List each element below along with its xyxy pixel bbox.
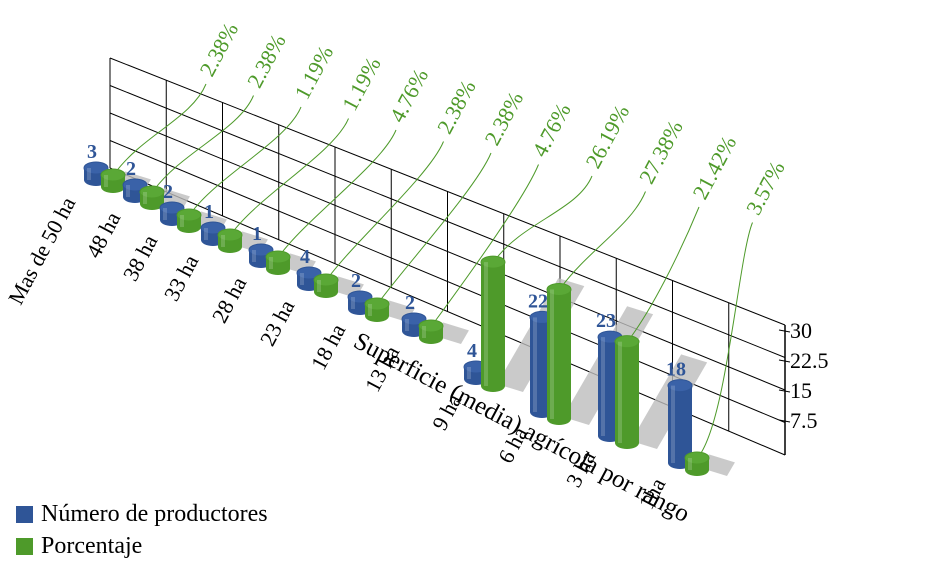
legend-swatch-green	[16, 537, 33, 555]
percent-label: 21.42%	[687, 132, 741, 204]
bar-porcentaje	[364, 297, 390, 322]
count-label: 3	[87, 141, 97, 163]
percent-leader	[153, 95, 254, 191]
legend-swatch-blue	[16, 505, 33, 523]
y-tick-mark	[778, 359, 791, 363]
count-label: 2	[405, 292, 415, 314]
bar-porcentaje	[684, 451, 710, 476]
count-label: 2	[163, 181, 173, 203]
percent-leader	[114, 83, 207, 174]
bar-porcentaje	[265, 250, 291, 275]
percent-leader	[560, 191, 646, 288]
bar-porcentaje	[418, 319, 444, 344]
category-label: 48 ha	[81, 207, 126, 262]
legend-label-productores: Número de productores	[41, 500, 268, 527]
legend: Número de productores Porcentaje	[16, 498, 268, 562]
y-tick-label: 30	[790, 318, 812, 343]
y-tick-mark	[778, 329, 791, 333]
percent-label: 4.76%	[527, 99, 576, 161]
y-tick-labels: 7.5 15 22.5 30	[778, 318, 829, 433]
percent-leader-lines	[114, 83, 753, 457]
y-tick-label: 7.5	[790, 408, 818, 433]
category-label: 38 ha	[118, 230, 163, 285]
percent-leader	[432, 164, 539, 325]
bar-porcentaje	[546, 282, 572, 425]
bar-porcentaje	[480, 255, 506, 392]
count-label: 2	[126, 158, 136, 180]
count-label: 4	[300, 246, 310, 268]
percent-leader	[190, 106, 302, 214]
percent-label: 1.19%	[337, 53, 386, 115]
count-label: 1	[204, 201, 214, 223]
bar-productores	[667, 379, 693, 469]
count-label: 1	[252, 223, 262, 245]
bar-productores	[248, 243, 274, 268]
y-tick-mark	[778, 389, 791, 393]
category-label: Mas de 50 ha	[3, 192, 81, 308]
bar-porcentaje	[100, 168, 126, 193]
percent-label: 2.38%	[194, 18, 243, 80]
y-tick-label: 22.5	[790, 348, 829, 373]
bar-porcentaje	[139, 185, 165, 210]
y-tick-mark	[778, 419, 791, 423]
percent-leader	[231, 118, 349, 234]
percent-label: 27.38%	[634, 116, 688, 188]
count-label: 2	[351, 270, 361, 292]
percent-leader	[698, 222, 753, 457]
category-label: 33 ha	[159, 250, 204, 305]
percent-label: 3.57%	[741, 157, 790, 219]
count-label: 18	[666, 359, 686, 381]
bar-porcentaje	[176, 208, 202, 233]
percent-labels: 2.38%2.38%1.19%1.19%4.76%2.38%2.38%4.76%…	[194, 18, 789, 218]
category-label: 18 ha	[306, 319, 351, 374]
percent-leader	[327, 141, 444, 279]
bar-shadow	[435, 322, 469, 344]
bar-shadow	[701, 454, 735, 476]
percent-label: 2.38%	[432, 76, 481, 138]
count-label: 4	[467, 340, 477, 362]
legend-item-productores: Número de productores	[16, 498, 268, 530]
bar-porcentaje	[313, 273, 339, 298]
percent-leader	[494, 175, 593, 261]
count-label: 22	[528, 290, 548, 312]
percent-label: 1.19%	[289, 41, 338, 103]
percent-leader	[628, 206, 700, 340]
category-label: 28 ha	[207, 272, 252, 327]
percent-label: 2.38%	[479, 87, 528, 149]
legend-item-porcentaje: Porcentaje	[16, 530, 268, 562]
percent-label: 2.38%	[242, 30, 291, 92]
category-label: 23 ha	[255, 295, 300, 350]
percent-leader	[378, 152, 492, 303]
percent-leader	[279, 129, 397, 256]
bars	[83, 161, 710, 476]
bar-porcentaje	[614, 335, 640, 449]
y-tick-label: 15	[790, 378, 812, 403]
legend-label-porcentaje: Porcentaje	[41, 532, 143, 559]
bar-productores	[401, 312, 427, 337]
percent-label: 4.76%	[384, 64, 433, 126]
count-label: 23	[596, 310, 616, 332]
bar-porcentaje	[217, 228, 243, 253]
percent-label: 26.19%	[580, 101, 634, 173]
